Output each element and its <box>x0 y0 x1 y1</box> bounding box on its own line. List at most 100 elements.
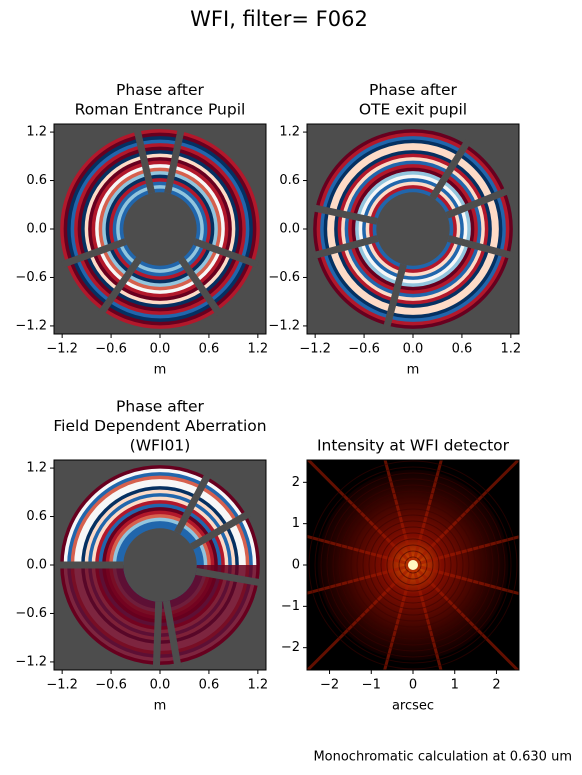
psf-ring <box>398 550 428 580</box>
panel-title: Phase after <box>116 398 205 416</box>
x-tick-label: −1 <box>362 678 381 693</box>
phase-ring <box>112 181 208 277</box>
spider <box>190 510 252 550</box>
figure-title: WFI, filter= F062 <box>190 7 368 31</box>
obscuration <box>376 192 450 266</box>
phase-ring <box>334 150 492 308</box>
spider <box>311 235 379 260</box>
phase-ring <box>84 153 236 305</box>
spider <box>97 257 142 317</box>
y-tick-label: 0.0 <box>279 222 300 237</box>
x-tick-label: −0.6 <box>95 342 127 357</box>
phase-ring <box>316 132 510 326</box>
x-axis-label: m <box>154 363 167 378</box>
panel-title: (WFI01) <box>130 437 191 455</box>
y-tick-label: −2 <box>281 640 300 655</box>
phase-ring <box>105 174 215 284</box>
spider <box>429 139 471 200</box>
y-tick-label: −0.6 <box>15 606 47 621</box>
x-tick-label: −2 <box>320 678 339 693</box>
image <box>307 460 519 670</box>
x-tick-label: −1.2 <box>299 342 331 357</box>
x-tick-label: 0.0 <box>403 342 424 357</box>
x-tick-label: 1.2 <box>501 342 522 357</box>
phase-ring <box>355 171 471 287</box>
y-tick-label: 0.0 <box>26 222 47 237</box>
phase-ring <box>358 174 468 284</box>
panel-title: OTE exit pupil <box>359 101 467 119</box>
panel: −1.2 −0.6 0.0 0.6 1.2 −1.2 −0.6 0.0 0.6 1.2 m Phase… <box>15 398 268 714</box>
phase-ring <box>344 160 482 298</box>
phase-ring <box>74 143 246 315</box>
spider <box>174 471 212 535</box>
spider <box>133 127 156 195</box>
phase-ring <box>369 185 457 273</box>
spider <box>61 238 127 268</box>
spider <box>447 235 515 260</box>
psf-ring <box>368 520 458 610</box>
panel-title: Field Dependent Aberration <box>53 417 266 435</box>
x-tick-label: −1.2 <box>46 342 78 357</box>
image <box>54 460 266 670</box>
spider <box>162 600 182 668</box>
y-tick-label: −0.6 <box>268 270 300 285</box>
x-tick-label: 0.6 <box>199 678 220 693</box>
phase-ring <box>63 132 257 326</box>
panel: −2 −1 0 1 2 −2 −1 0 1 2 arcsec Intensity at WFI det… <box>281 437 520 714</box>
x-tick-label: 1.2 <box>248 678 269 693</box>
psf-ring <box>392 544 434 586</box>
phase-ring <box>116 185 204 273</box>
x-axis-label: m <box>407 363 420 378</box>
footer-note: Monochromatic calculation at 0.630 um <box>313 750 572 765</box>
x-tick-label: 1.2 <box>248 342 269 357</box>
phase-ring <box>362 178 464 280</box>
psf-core <box>408 560 418 570</box>
psf-ring <box>344 496 482 634</box>
psf-ring <box>374 526 452 604</box>
phase-ring <box>102 171 218 287</box>
x-tick-label: 2 <box>492 678 500 693</box>
phase-ring <box>313 129 513 329</box>
spider <box>164 126 186 194</box>
psf-ring <box>350 502 476 628</box>
y-tick-label: −1 <box>281 599 300 614</box>
phase-ring <box>365 181 461 277</box>
y-tick-label: −0.6 <box>15 270 47 285</box>
y-tick-label: 0 <box>292 558 300 573</box>
spider <box>195 567 263 587</box>
psf-ring <box>320 472 506 658</box>
phase-ring <box>81 150 239 308</box>
panel-title: Intensity at WFI detector <box>317 437 510 455</box>
psf-ring <box>314 466 512 664</box>
psf-ring <box>404 556 422 574</box>
phase-ring <box>330 146 496 312</box>
y-tick-label: −1.2 <box>15 318 47 333</box>
phase-ring <box>337 153 489 305</box>
phase-ring <box>323 139 503 319</box>
psf-ring <box>332 484 494 646</box>
obscuration <box>123 528 197 602</box>
image <box>54 124 266 334</box>
psf-ring <box>356 508 470 622</box>
spider <box>193 238 259 268</box>
spider <box>310 203 378 225</box>
phase-ring <box>77 146 243 312</box>
x-axis-label: arcsec <box>392 699 434 714</box>
panel-title: Phase after <box>369 81 458 99</box>
y-tick-label: 0.0 <box>26 558 47 573</box>
phase-ring <box>348 164 478 294</box>
y-tick-label: 1 <box>292 516 300 531</box>
panel-title: Phase after <box>116 81 205 99</box>
psf-ring <box>338 490 488 640</box>
phase-ring <box>119 188 201 270</box>
y-tick-label: 1.2 <box>26 125 47 140</box>
spider <box>152 601 163 669</box>
y-tick-label: 0.6 <box>26 509 47 524</box>
phase-ring <box>67 136 253 322</box>
obscuration <box>123 192 197 266</box>
psf-ring <box>386 538 440 592</box>
panel: −1.2 −0.6 0.0 0.6 1.2 −1.2 −0.6 0.0 0.6 1.2 m Phase… <box>15 81 268 378</box>
x-tick-label: 0.0 <box>150 678 171 693</box>
y-tick-label: 1.2 <box>279 125 300 140</box>
